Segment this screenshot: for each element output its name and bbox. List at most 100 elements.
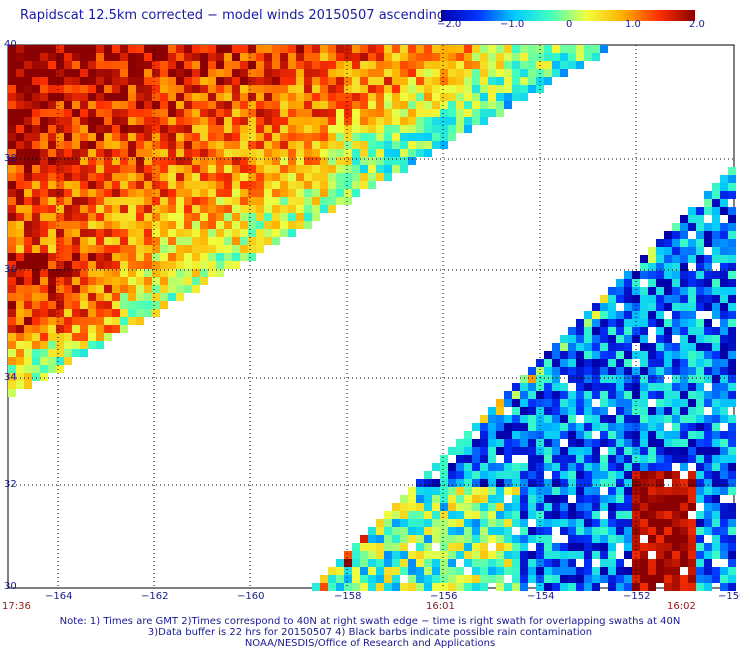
wind-cell bbox=[368, 567, 376, 575]
wind-cell bbox=[712, 271, 720, 279]
wind-cell bbox=[720, 223, 728, 231]
wind-cell bbox=[168, 133, 176, 141]
wind-cell bbox=[360, 141, 368, 149]
wind-cell bbox=[24, 213, 32, 221]
wind-cell bbox=[144, 77, 152, 85]
wind-cell bbox=[576, 335, 584, 343]
wind-cell bbox=[664, 503, 672, 511]
wind-cell bbox=[536, 367, 544, 375]
wind-cell bbox=[680, 255, 688, 263]
wind-cell bbox=[416, 535, 424, 543]
wind-cell bbox=[512, 567, 520, 575]
wind-cell bbox=[656, 495, 664, 503]
wind-cell bbox=[152, 157, 160, 165]
wind-cell bbox=[328, 157, 336, 165]
wind-cell bbox=[392, 149, 400, 157]
wind-cell bbox=[160, 85, 168, 93]
wind-cell bbox=[568, 375, 576, 383]
wind-cell bbox=[624, 479, 632, 487]
wind-cell bbox=[72, 141, 80, 149]
wind-cell bbox=[592, 327, 600, 335]
wind-cell bbox=[608, 327, 616, 335]
wind-cell bbox=[368, 141, 376, 149]
wind-cell bbox=[224, 253, 232, 261]
wind-cell bbox=[184, 53, 192, 61]
wind-cell bbox=[160, 173, 168, 181]
wind-cell bbox=[112, 205, 120, 213]
wind-cell bbox=[200, 213, 208, 221]
wind-cell bbox=[200, 229, 208, 237]
wind-cell bbox=[32, 125, 40, 133]
wind-cell bbox=[144, 237, 152, 245]
wind-cell bbox=[144, 269, 152, 277]
wind-cell bbox=[240, 141, 248, 149]
wind-cell bbox=[176, 93, 184, 101]
wind-cell bbox=[424, 583, 432, 591]
wind-cell bbox=[416, 61, 424, 69]
wind-cell bbox=[56, 85, 64, 93]
wind-cell bbox=[128, 69, 136, 77]
wind-cell bbox=[144, 53, 152, 61]
wind-cell bbox=[48, 181, 56, 189]
wind-cell bbox=[168, 77, 176, 85]
wind-cell bbox=[320, 69, 328, 77]
lon-label-152: −152 bbox=[623, 591, 651, 602]
wind-cell bbox=[48, 117, 56, 125]
wind-cell bbox=[640, 303, 648, 311]
wind-cell bbox=[224, 205, 232, 213]
wind-cell bbox=[304, 213, 312, 221]
wind-cell bbox=[704, 439, 712, 447]
wind-cell bbox=[432, 85, 440, 93]
wind-cell bbox=[368, 157, 376, 165]
wind-cell bbox=[272, 45, 280, 53]
wind-cell bbox=[560, 69, 568, 77]
wind-cell bbox=[552, 487, 560, 495]
wind-cell bbox=[96, 109, 104, 117]
wind-cell bbox=[632, 327, 640, 335]
wind-cell bbox=[664, 583, 672, 591]
wind-cell bbox=[56, 149, 64, 157]
wind-cell bbox=[664, 543, 672, 551]
wind-cell bbox=[448, 527, 456, 535]
wind-cell bbox=[528, 551, 536, 559]
wind-cell bbox=[32, 349, 40, 357]
wind-cell bbox=[688, 255, 696, 263]
wind-cell bbox=[680, 519, 688, 527]
wind-cell bbox=[104, 237, 112, 245]
wind-cell bbox=[520, 391, 528, 399]
wind-cell bbox=[192, 125, 200, 133]
wind-cell bbox=[632, 479, 640, 487]
wind-cell bbox=[152, 77, 160, 85]
wind-cell bbox=[624, 471, 632, 479]
wind-cell bbox=[656, 279, 664, 287]
wind-cell bbox=[160, 213, 168, 221]
wind-cell bbox=[80, 173, 88, 181]
wind-cell bbox=[544, 463, 552, 471]
wind-cell bbox=[144, 45, 152, 53]
wind-cell bbox=[592, 439, 600, 447]
wind-cell bbox=[88, 229, 96, 237]
wind-cell bbox=[56, 53, 64, 61]
wind-cell bbox=[456, 69, 464, 77]
wind-cell bbox=[136, 149, 144, 157]
wind-cell bbox=[488, 559, 496, 567]
wind-cell bbox=[184, 173, 192, 181]
wind-cell bbox=[320, 77, 328, 85]
wind-cell bbox=[712, 215, 720, 223]
wind-cell bbox=[560, 575, 568, 583]
wind-cell bbox=[728, 335, 736, 343]
swath-right bbox=[312, 167, 736, 591]
wind-cell bbox=[64, 117, 72, 125]
wind-cell bbox=[192, 165, 200, 173]
wind-cell bbox=[224, 125, 232, 133]
wind-cell bbox=[416, 583, 424, 591]
wind-cell bbox=[112, 221, 120, 229]
wind-cell bbox=[80, 245, 88, 253]
wind-cell bbox=[120, 165, 128, 173]
wind-cell bbox=[640, 511, 648, 519]
wind-cell bbox=[232, 165, 240, 173]
wind-cell bbox=[416, 77, 424, 85]
wind-cell bbox=[184, 141, 192, 149]
wind-cell bbox=[480, 471, 488, 479]
wind-cell bbox=[168, 149, 176, 157]
